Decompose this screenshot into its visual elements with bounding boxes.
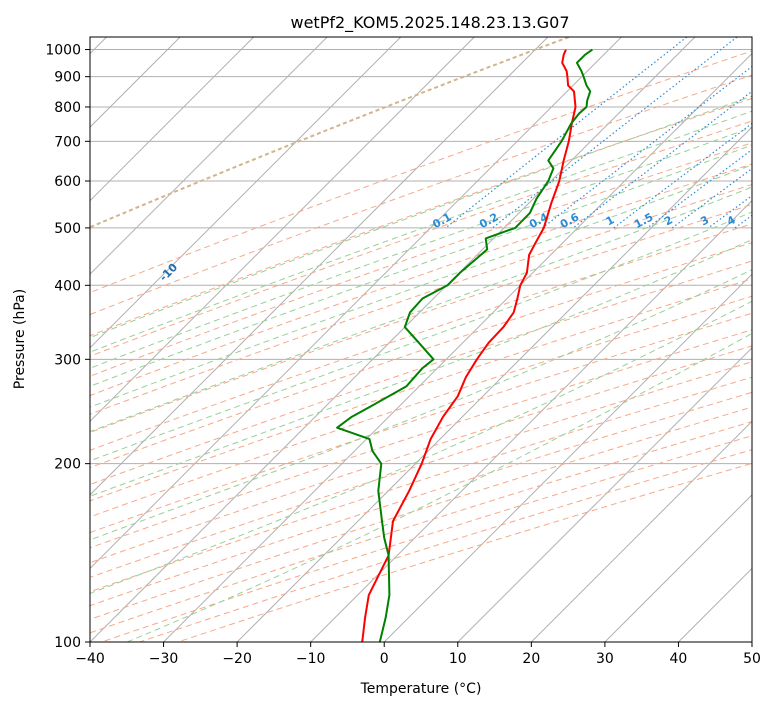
y-tick-label: 400 — [54, 278, 81, 294]
moist-adiabat-line — [90, 95, 752, 339]
dry-adiabat-line — [90, 278, 752, 502]
y-tick-label: 700 — [54, 134, 81, 150]
moist-adiabat-line — [90, 144, 752, 387]
mixing-ratio-line — [613, 122, 752, 229]
isotherm-line — [90, 37, 475, 423]
dry-adiabat-line — [90, 376, 752, 593]
mixing-ratio-line — [542, 65, 752, 229]
x-tick-label: −10 — [296, 651, 326, 667]
boundary-curve — [90, 37, 570, 229]
y-tick-label: 800 — [54, 100, 81, 116]
mixing-ratio-label: 6 — [764, 213, 775, 228]
isotherm-line — [90, 37, 696, 642]
x-axis: −40 −30 −20 −10 0 10 20 30 40 50 — [75, 642, 761, 667]
x-tick-label: 10 — [449, 651, 467, 667]
moist-adiabat-line — [90, 110, 752, 353]
x-tick-label: 0 — [380, 651, 389, 667]
dry-adiabat-line — [90, 142, 752, 377]
moist-adiabat-line — [127, 332, 752, 642]
y-tick-label: 300 — [54, 352, 81, 368]
isotherm-line — [678, 567, 752, 642]
mixing-ratio-line — [492, 37, 738, 229]
y-tick-label: 200 — [54, 457, 81, 473]
x-tick-label: −30 — [149, 651, 179, 667]
isotherm-line — [163, 52, 752, 642]
mixing-ratio-line — [734, 214, 752, 229]
isotherm-line — [751, 641, 752, 642]
temperature-line — [361, 49, 577, 642]
x-tick-label: 30 — [596, 651, 614, 667]
isotherm-line — [530, 420, 752, 642]
x-tick-label: 20 — [522, 651, 540, 667]
dry-adiabat-line — [90, 184, 752, 415]
y-axis: 100 200 300 400 500 600 700 800 900 1000 — [45, 43, 90, 651]
mixing-ratio-line — [671, 167, 752, 229]
mixing-ratio-label: 3 — [698, 213, 711, 228]
dry-adiabat-line — [90, 242, 752, 469]
y-tick-label: 600 — [54, 174, 81, 190]
x-tick-label: 50 — [743, 651, 761, 667]
isotherm-line — [236, 126, 752, 642]
dry-adiabat-line — [90, 421, 752, 634]
dry-adiabat-line — [90, 223, 752, 451]
moist-adiabat-line — [90, 126, 752, 369]
x-tick-label: −20 — [222, 651, 252, 667]
mixing-ratio-label: 2 — [662, 213, 675, 228]
dry-adiabat-line — [101, 435, 752, 642]
dry-adiabat-line — [90, 74, 752, 316]
y-tick-label: 500 — [54, 221, 81, 237]
y-axis-label: Pressure (hPa) — [12, 289, 28, 389]
dry-adiabat-line — [90, 163, 752, 397]
isotherm-line — [90, 37, 328, 275]
profile-lines — [336, 48, 593, 642]
isotherm-line — [90, 37, 622, 570]
isotherm-line — [457, 347, 752, 642]
isotherm-line — [383, 273, 752, 642]
plot-frame — [89, 36, 753, 643]
y-tick-label: 900 — [54, 70, 81, 86]
isotherm-line — [90, 37, 549, 496]
isotherm-line — [310, 199, 752, 642]
dry-adiabat-line — [90, 97, 752, 337]
chart-title: wetPf2_KOM5.2025.148.23.13.G07 — [290, 13, 569, 33]
isotherm-line — [604, 494, 752, 642]
y-tick-label: 1000 — [45, 43, 81, 59]
dry-adiabat-line — [177, 462, 752, 642]
background-lines — [90, 37, 752, 642]
moist-adiabat-line — [90, 186, 752, 433]
dry-adiabat-line — [90, 50, 752, 294]
moist-adiabat-line — [90, 239, 752, 497]
dewpoint-line — [336, 48, 593, 642]
x-tick-label: 40 — [670, 651, 688, 667]
y-tick-label: 100 — [54, 635, 81, 651]
isotherm-line — [90, 37, 402, 349]
isotherm-line — [90, 37, 255, 202]
moist-adiabat-line — [90, 164, 752, 408]
x-axis-label: Temperature (°C) — [360, 681, 482, 697]
dry-adiabat-line — [90, 329, 752, 549]
x-tick-label: −40 — [75, 651, 105, 667]
mixing-ratio-line — [572, 90, 752, 229]
